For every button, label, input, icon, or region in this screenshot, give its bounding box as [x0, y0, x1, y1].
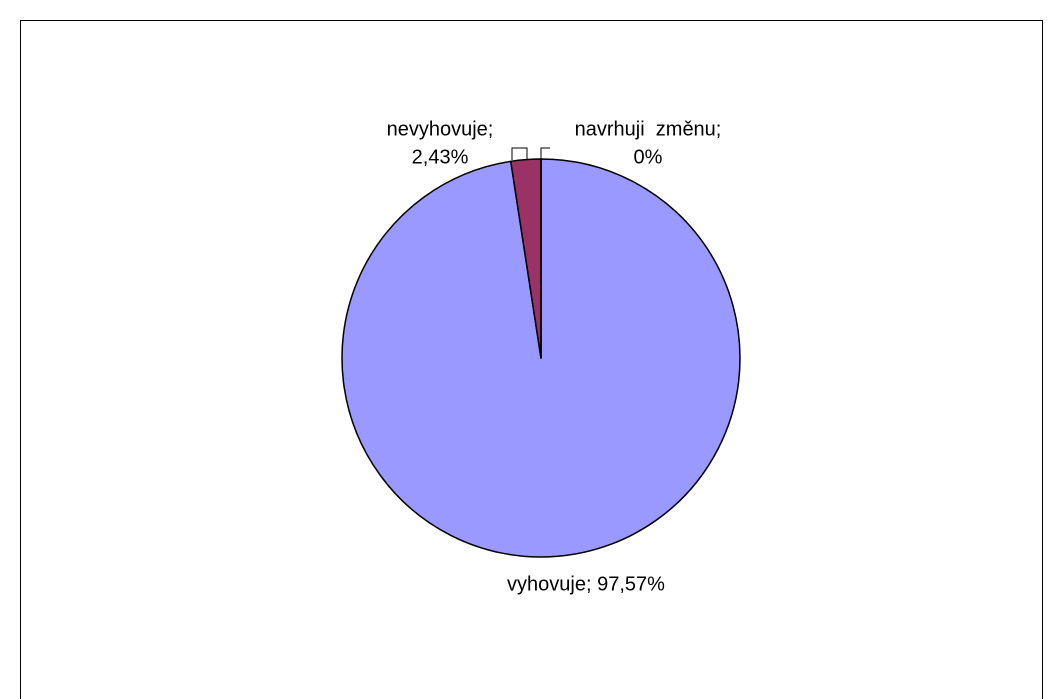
data-label: 2,43%: [412, 146, 469, 168]
data-label: navrhuji změnu;: [575, 118, 722, 140]
data-label: vyhovuje; 97,57%: [507, 573, 665, 595]
data-label: nevyhovuje;: [387, 118, 494, 140]
data-label: 0%: [634, 146, 663, 168]
leader-line: [540, 147, 550, 160]
leader-line: [511, 147, 528, 160]
